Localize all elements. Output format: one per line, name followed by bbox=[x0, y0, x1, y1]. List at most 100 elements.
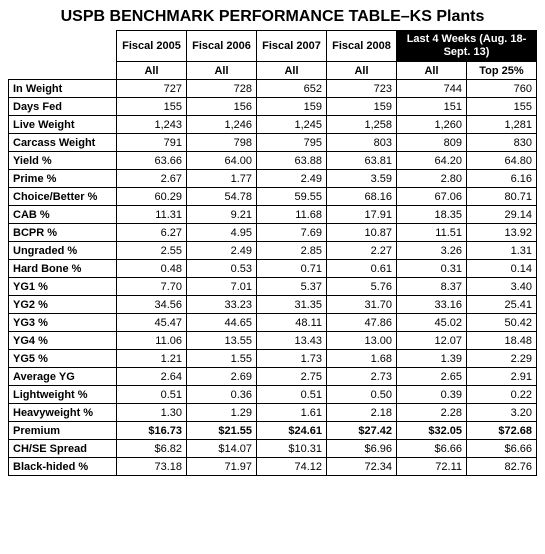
row-label: YG3 % bbox=[9, 314, 117, 332]
data-cell: 47.86 bbox=[327, 314, 397, 332]
corner-cell bbox=[9, 31, 117, 62]
row-label: Premium bbox=[9, 422, 117, 440]
table-row: Ungraded %2.552.492.852.273.261.31 bbox=[9, 242, 537, 260]
sub-all-2: All bbox=[187, 62, 257, 80]
data-cell: 2.80 bbox=[397, 170, 467, 188]
data-cell: 2.49 bbox=[187, 242, 257, 260]
row-label: YG1 % bbox=[9, 278, 117, 296]
sub-all-1: All bbox=[117, 62, 187, 80]
data-cell: 12.07 bbox=[397, 332, 467, 350]
data-cell: 13.92 bbox=[467, 224, 537, 242]
data-cell: 13.00 bbox=[327, 332, 397, 350]
data-cell: 1,258 bbox=[327, 116, 397, 134]
data-cell: 159 bbox=[257, 98, 327, 116]
data-cell: 73.18 bbox=[117, 458, 187, 476]
data-cell: 2.91 bbox=[467, 368, 537, 386]
data-cell: $10.31 bbox=[257, 440, 327, 458]
data-cell: $6.66 bbox=[397, 440, 467, 458]
data-cell: 60.29 bbox=[117, 188, 187, 206]
data-cell: 803 bbox=[327, 134, 397, 152]
data-cell: 0.48 bbox=[117, 260, 187, 278]
data-cell: 1.29 bbox=[187, 404, 257, 422]
table-row: Live Weight1,2431,2461,2451,2581,2601,28… bbox=[9, 116, 537, 134]
data-cell: 2.55 bbox=[117, 242, 187, 260]
table-row: Prime %2.671.772.493.592.806.16 bbox=[9, 170, 537, 188]
data-cell: $6.96 bbox=[327, 440, 397, 458]
data-cell: 1.68 bbox=[327, 350, 397, 368]
data-cell: $21.55 bbox=[187, 422, 257, 440]
data-cell: 760 bbox=[467, 80, 537, 98]
sub-all-4: All bbox=[327, 62, 397, 80]
data-cell: 59.55 bbox=[257, 188, 327, 206]
data-cell: 7.70 bbox=[117, 278, 187, 296]
data-cell: 11.68 bbox=[257, 206, 327, 224]
data-cell: 17.91 bbox=[327, 206, 397, 224]
data-cell: 64.00 bbox=[187, 152, 257, 170]
data-cell: 74.12 bbox=[257, 458, 327, 476]
data-cell: 2.67 bbox=[117, 170, 187, 188]
row-label: CAB % bbox=[9, 206, 117, 224]
row-label: Choice/Better % bbox=[9, 188, 117, 206]
table-row: Yield %63.6664.0063.8863.8164.2064.80 bbox=[9, 152, 537, 170]
row-label: Days Fed bbox=[9, 98, 117, 116]
table-row: Premium$16.73$21.55$24.61$27.42$32.05$72… bbox=[9, 422, 537, 440]
data-cell: 45.02 bbox=[397, 314, 467, 332]
table-row: YG4 %11.0613.5513.4313.0012.0718.48 bbox=[9, 332, 537, 350]
data-cell: 50.42 bbox=[467, 314, 537, 332]
table-title: USPB BENCHMARK PERFORMANCE TABLE–KS Plan… bbox=[8, 8, 537, 26]
data-cell: 18.35 bbox=[397, 206, 467, 224]
col-fiscal-2008: Fiscal 2008 bbox=[327, 31, 397, 62]
data-cell: 1.21 bbox=[117, 350, 187, 368]
table-body: In Weight727728652723744760Days Fed15515… bbox=[9, 80, 537, 476]
corner-cell-2 bbox=[9, 62, 117, 80]
table-row: YG3 %45.4744.6548.1147.8645.0250.42 bbox=[9, 314, 537, 332]
data-cell: $6.66 bbox=[467, 440, 537, 458]
data-cell: 155 bbox=[117, 98, 187, 116]
data-cell: $16.73 bbox=[117, 422, 187, 440]
data-cell: 5.37 bbox=[257, 278, 327, 296]
table-row: Days Fed155156159159151155 bbox=[9, 98, 537, 116]
data-cell: 44.65 bbox=[187, 314, 257, 332]
header-row-2: All All All All All Top 25% bbox=[9, 62, 537, 80]
data-cell: 1.61 bbox=[257, 404, 327, 422]
table-row: CAB %11.319.2111.6817.9118.3529.14 bbox=[9, 206, 537, 224]
data-cell: 2.75 bbox=[257, 368, 327, 386]
data-cell: 48.11 bbox=[257, 314, 327, 332]
data-cell: 31.35 bbox=[257, 296, 327, 314]
data-cell: 9.21 bbox=[187, 206, 257, 224]
data-cell: 1.55 bbox=[187, 350, 257, 368]
data-cell: 4.95 bbox=[187, 224, 257, 242]
data-cell: 6.27 bbox=[117, 224, 187, 242]
data-cell: 744 bbox=[397, 80, 467, 98]
row-label: YG4 % bbox=[9, 332, 117, 350]
data-cell: 1.39 bbox=[397, 350, 467, 368]
data-cell: 1,243 bbox=[117, 116, 187, 134]
table-row: YG2 %34.5633.2331.3531.7033.1625.41 bbox=[9, 296, 537, 314]
data-cell: 2.65 bbox=[397, 368, 467, 386]
data-cell: 1.31 bbox=[467, 242, 537, 260]
data-cell: 6.16 bbox=[467, 170, 537, 188]
data-cell: 1,260 bbox=[397, 116, 467, 134]
data-cell: 0.61 bbox=[327, 260, 397, 278]
row-label: YG2 % bbox=[9, 296, 117, 314]
data-cell: 0.51 bbox=[117, 386, 187, 404]
sub-all-3: All bbox=[257, 62, 327, 80]
data-cell: 830 bbox=[467, 134, 537, 152]
row-label: Average YG bbox=[9, 368, 117, 386]
data-cell: $24.61 bbox=[257, 422, 327, 440]
data-cell: 7.01 bbox=[187, 278, 257, 296]
row-label: Carcass Weight bbox=[9, 134, 117, 152]
row-label: Black-hided % bbox=[9, 458, 117, 476]
data-cell: 1.30 bbox=[117, 404, 187, 422]
data-cell: 0.71 bbox=[257, 260, 327, 278]
table-row: Choice/Better %60.2954.7859.5568.1667.06… bbox=[9, 188, 537, 206]
data-cell: 2.27 bbox=[327, 242, 397, 260]
data-cell: 31.70 bbox=[327, 296, 397, 314]
data-cell: 2.18 bbox=[327, 404, 397, 422]
sub-top25: Top 25% bbox=[467, 62, 537, 80]
data-cell: $14.07 bbox=[187, 440, 257, 458]
table-row: Hard Bone %0.480.530.710.610.310.14 bbox=[9, 260, 537, 278]
data-cell: 68.16 bbox=[327, 188, 397, 206]
data-cell: 72.11 bbox=[397, 458, 467, 476]
data-cell: 72.34 bbox=[327, 458, 397, 476]
